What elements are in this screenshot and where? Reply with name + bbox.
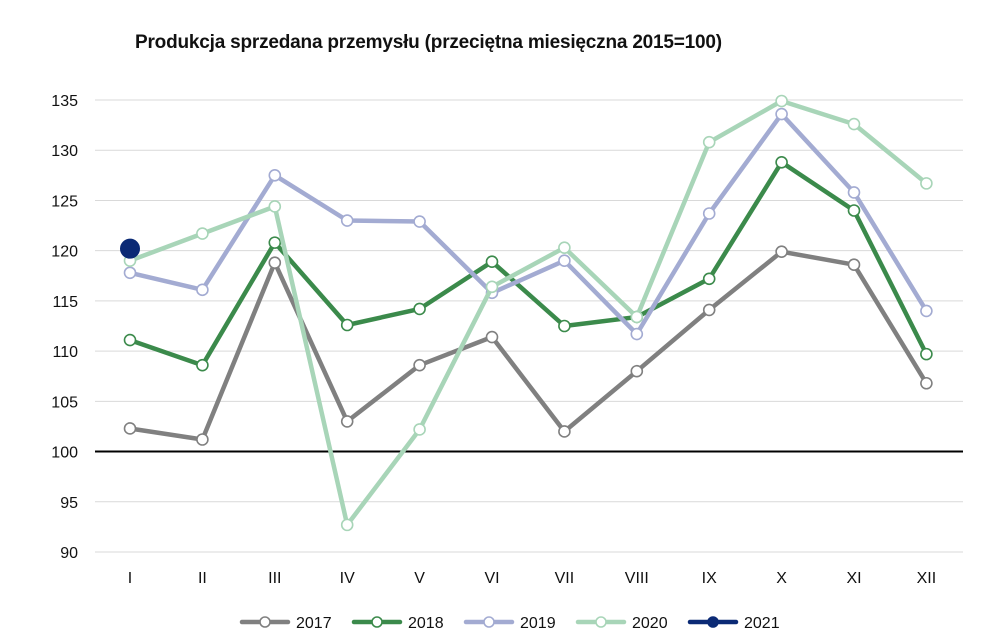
legend-item-2020: 2020	[575, 615, 668, 632]
legend-marker	[707, 616, 719, 628]
legend-item-2021: 2021	[687, 615, 780, 632]
data-point	[702, 135, 716, 149]
data-point	[558, 254, 571, 268]
data-point	[775, 107, 788, 121]
data-point	[558, 319, 571, 333]
data-point	[558, 241, 571, 254]
data-point	[702, 207, 716, 220]
data-point	[268, 169, 282, 182]
y-tick-label: 115	[52, 294, 78, 311]
data-point	[413, 358, 426, 372]
series-line-2018	[127, 160, 929, 368]
data-point	[340, 318, 354, 332]
x-tick-label: II	[198, 570, 207, 587]
data-point	[558, 425, 571, 438]
data-point	[413, 215, 426, 228]
data-point	[196, 283, 209, 297]
series-2019	[123, 107, 933, 341]
x-tick-label: XII	[917, 570, 937, 587]
data-point	[775, 245, 788, 258]
data-point	[268, 236, 282, 249]
y-tick-label: 90	[60, 545, 78, 562]
data-point	[340, 214, 354, 227]
series-2018	[123, 155, 933, 372]
y-tick-label: 120	[51, 244, 78, 261]
legend-label: 2019	[520, 615, 556, 632]
legend-label: 2018	[408, 615, 444, 632]
legend-marker	[371, 616, 383, 628]
legend-item-2019: 2019	[463, 615, 556, 632]
data-point	[920, 304, 933, 318]
data-point	[123, 422, 137, 435]
data-point	[630, 364, 644, 378]
data-point	[702, 272, 716, 286]
data-point	[847, 186, 861, 199]
data-point	[630, 310, 644, 324]
series-2021	[120, 238, 140, 259]
data-point	[847, 117, 861, 131]
data-point	[630, 327, 644, 341]
series-2020	[123, 94, 933, 532]
x-tick-label: III	[268, 570, 281, 587]
data-point	[485, 330, 499, 344]
data-point	[775, 94, 788, 108]
data-point	[120, 238, 140, 259]
legend-label: 2020	[632, 615, 668, 632]
x-tick-label: VII	[555, 570, 575, 587]
legend-marker	[483, 616, 495, 628]
x-tick-label: X	[776, 570, 787, 587]
data-point	[340, 415, 354, 428]
y-tick-label: 105	[51, 394, 78, 411]
legend-item-2018: 2018	[351, 615, 444, 632]
data-point	[196, 433, 209, 446]
y-tick-label: 130	[51, 143, 78, 160]
y-tick-label: 135	[51, 93, 78, 110]
data-point	[268, 200, 282, 213]
series-line-2017	[127, 249, 929, 442]
data-point	[413, 423, 426, 436]
series-line-2019	[127, 111, 929, 337]
data-point	[920, 376, 933, 390]
x-tick-label: VIII	[625, 570, 649, 587]
data-point	[702, 303, 716, 317]
y-tick-label: 100	[51, 445, 78, 462]
data-point	[920, 347, 933, 361]
x-tick-label: I	[128, 570, 132, 587]
series-line-2020	[127, 98, 929, 528]
data-point	[196, 227, 209, 240]
legend-item-2017: 2017	[239, 615, 332, 632]
y-tick-label: 95	[60, 495, 78, 512]
data-point	[340, 518, 354, 532]
data-point	[920, 177, 933, 190]
x-tick-label: V	[414, 570, 425, 587]
legend-label: 2017	[296, 615, 332, 632]
gridlines	[95, 99, 963, 553]
data-point	[123, 333, 137, 347]
chart-title: Produkcja sprzedana przemysłu (przeciętn…	[135, 32, 722, 53]
data-point	[268, 256, 282, 270]
data-point	[196, 358, 209, 372]
data-point	[123, 266, 137, 280]
y-tick-label: 125	[51, 193, 78, 210]
data-point	[775, 155, 788, 169]
x-tick-label: XI	[846, 570, 861, 587]
legend-marker	[595, 616, 607, 628]
legend-marker	[259, 616, 271, 628]
x-tick-label: IV	[340, 570, 355, 587]
series-2017	[123, 245, 933, 446]
data-point	[485, 280, 499, 294]
x-tick-label: IX	[702, 570, 717, 587]
data-point	[847, 258, 861, 272]
legend-label: 2021	[744, 615, 780, 632]
data-point	[847, 204, 861, 217]
x-tick-label: VI	[484, 570, 499, 587]
y-tick-label: 110	[52, 344, 78, 361]
data-point	[485, 255, 499, 269]
data-point	[413, 302, 426, 316]
